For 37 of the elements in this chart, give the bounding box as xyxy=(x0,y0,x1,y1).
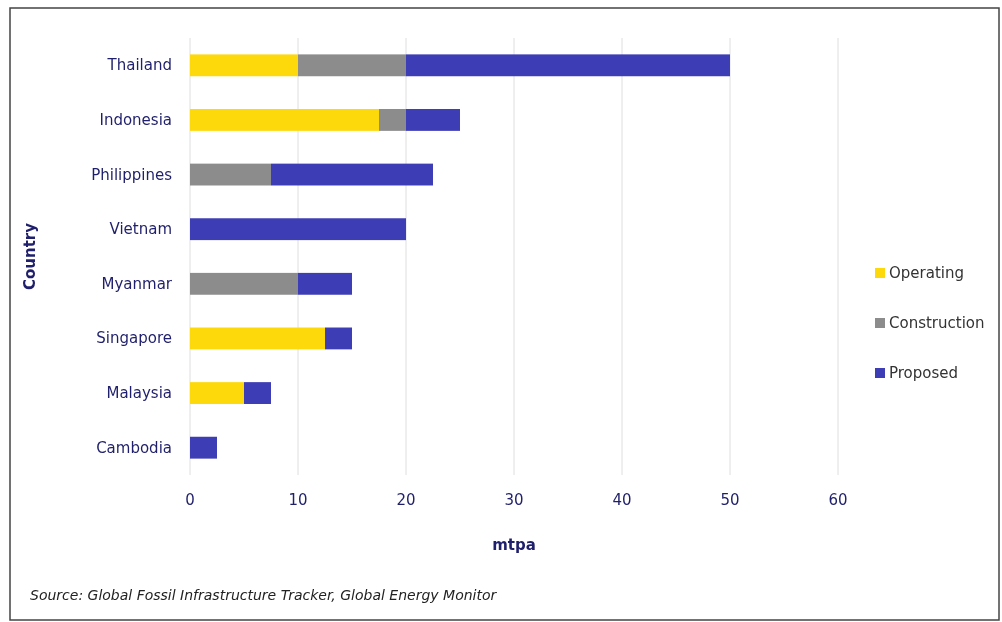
y-tick-label: Thailand xyxy=(106,56,172,75)
bar xyxy=(190,327,325,350)
x-tick-label: 0 xyxy=(185,491,195,509)
bar xyxy=(379,109,406,131)
y-tick-label: Vietnam xyxy=(109,220,172,239)
x-tick-label: 40 xyxy=(612,491,632,509)
y-tick-label: Cambodia xyxy=(96,438,172,457)
x-tick-label: 60 xyxy=(828,491,848,509)
y-tick-label: Philippines xyxy=(91,165,173,184)
bar xyxy=(406,54,730,77)
legend-label: Proposed xyxy=(889,364,959,382)
bar xyxy=(190,109,379,131)
bar xyxy=(190,436,217,459)
y-axis-title: Country xyxy=(21,222,39,291)
bar xyxy=(244,382,271,404)
source-note: Source: Global Fossil Infrastructure Tracker, Global Energy Monitor xyxy=(30,587,498,603)
x-tick-label: 50 xyxy=(720,491,740,509)
y-tick-label: Singapore xyxy=(96,329,172,348)
bar xyxy=(190,163,271,186)
y-tick-label: Myanmar xyxy=(101,274,173,293)
bar xyxy=(190,382,244,404)
bar xyxy=(271,163,433,186)
x-tick-label: 10 xyxy=(288,491,308,509)
bar xyxy=(298,54,406,77)
bar xyxy=(190,218,406,241)
bar xyxy=(190,272,298,295)
y-tick-label: Indonesia xyxy=(99,110,172,129)
bar xyxy=(406,109,460,131)
legend-label: Operating xyxy=(889,264,964,282)
bar xyxy=(298,272,352,295)
bar xyxy=(190,54,298,77)
x-tick-label: 30 xyxy=(504,491,524,509)
x-axis-title: mtpa xyxy=(492,536,536,554)
legend-label: Construction xyxy=(889,314,985,332)
x-tick-label: 20 xyxy=(396,491,416,509)
y-tick-label: Malaysia xyxy=(106,384,172,403)
bar xyxy=(325,327,352,350)
